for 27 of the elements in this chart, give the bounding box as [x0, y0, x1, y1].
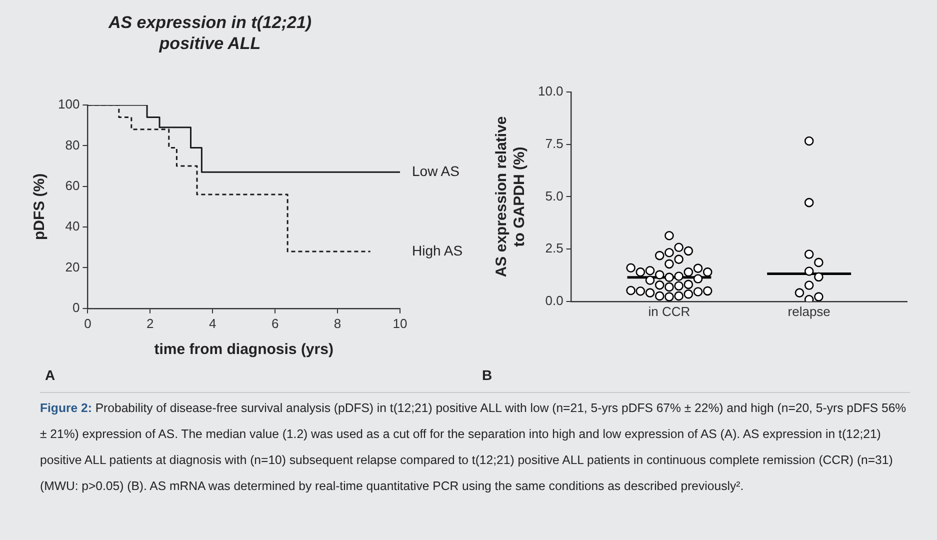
text: High AS	[412, 242, 463, 258]
y-axis-title: AS expression relative to GAPDH (%)	[493, 116, 528, 278]
y-tick-label: 5.0	[545, 188, 564, 204]
y-tick-label: 80	[65, 137, 80, 152]
x-tick-label: 4	[208, 316, 216, 331]
y-tick-label: 20	[65, 259, 80, 274]
text: A	[45, 366, 56, 383]
y-tick-label: 2.5	[545, 240, 564, 256]
y-tick-label: 10.0	[538, 84, 564, 99]
y-axis-title: pDFS (%)	[31, 173, 48, 240]
x-tick-label: 10	[392, 316, 408, 331]
series-label: Low AS	[412, 162, 460, 179]
x-tick-label: 6	[271, 316, 279, 331]
y-tick-label: 100	[58, 96, 80, 112]
x-tick-label: 8	[334, 316, 342, 331]
x-tick-label: relapse	[788, 304, 830, 319]
x-tick-label: 2	[146, 316, 154, 331]
y-tick-label: 60	[65, 178, 80, 193]
y-tick-label: 7.5	[545, 136, 564, 151]
y-tick-label: 40	[65, 218, 80, 234]
y-tick-label: 0.0	[545, 292, 564, 308]
x-tick-label: 0	[84, 316, 92, 331]
caption: Figure 2:	[40, 401, 92, 415]
text: B	[482, 366, 492, 383]
x-tick-label: in CCR	[648, 304, 690, 319]
x-axis-title: time from diagnosis (yrs)	[154, 341, 334, 358]
chart-title: AS expression in t(12;21) positive ALL	[107, 12, 313, 54]
